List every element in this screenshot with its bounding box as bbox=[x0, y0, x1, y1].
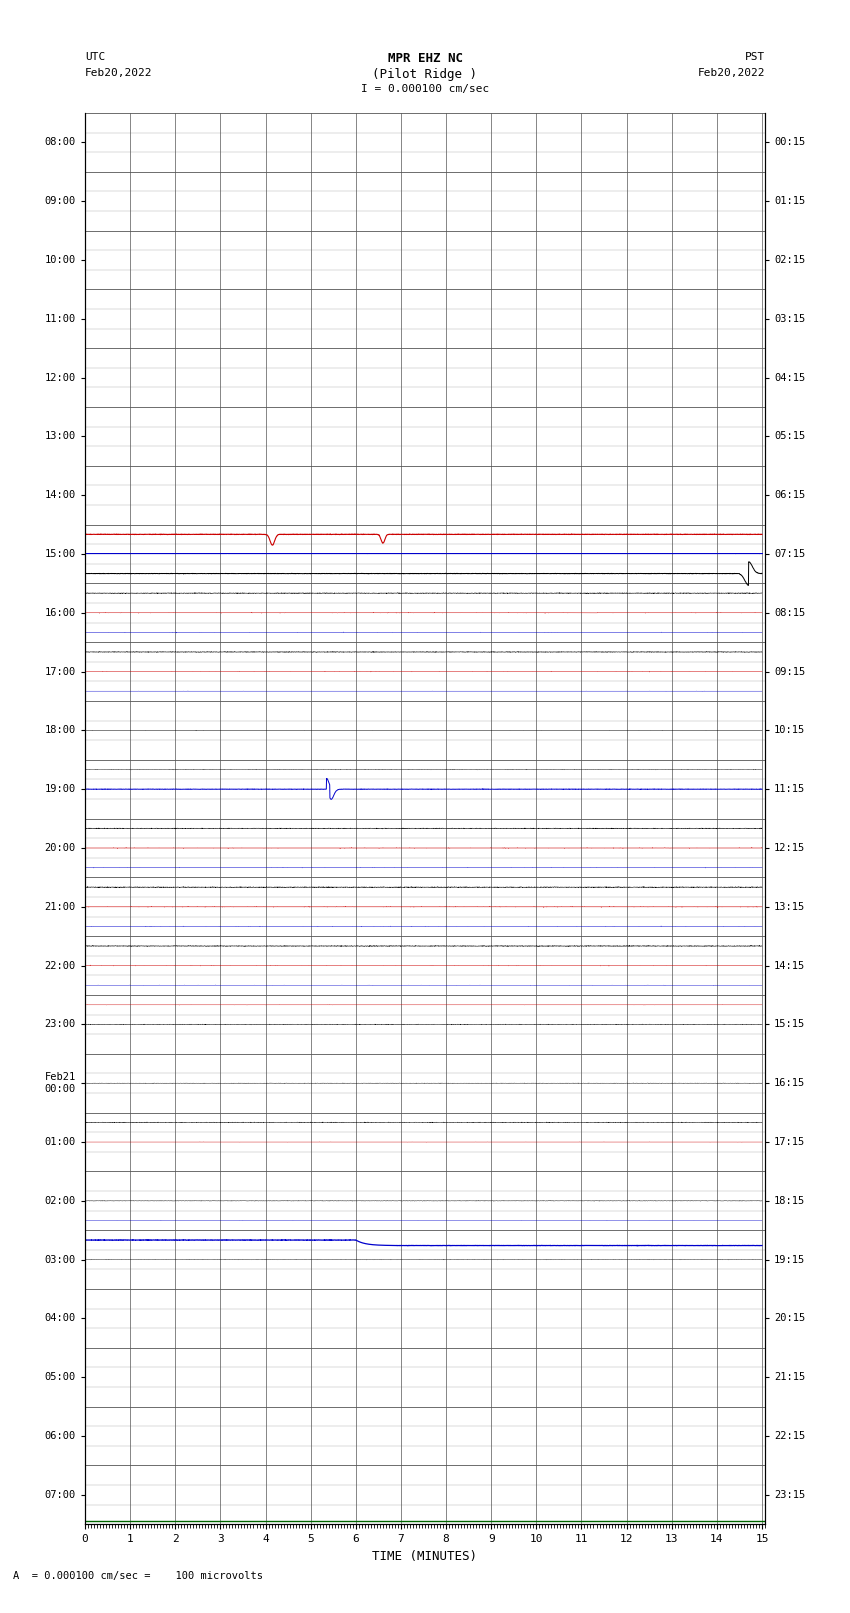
X-axis label: TIME (MINUTES): TIME (MINUTES) bbox=[372, 1550, 478, 1563]
Text: Feb20,2022: Feb20,2022 bbox=[85, 68, 152, 77]
Text: PST: PST bbox=[745, 52, 765, 61]
Text: (Pilot Ridge ): (Pilot Ridge ) bbox=[372, 68, 478, 81]
Text: Feb20,2022: Feb20,2022 bbox=[698, 68, 765, 77]
Text: MPR EHZ NC: MPR EHZ NC bbox=[388, 52, 462, 65]
Text: A  = 0.000100 cm/sec =    100 microvolts: A = 0.000100 cm/sec = 100 microvolts bbox=[13, 1571, 263, 1581]
Text: I = 0.000100 cm/sec: I = 0.000100 cm/sec bbox=[361, 84, 489, 94]
Text: UTC: UTC bbox=[85, 52, 105, 61]
